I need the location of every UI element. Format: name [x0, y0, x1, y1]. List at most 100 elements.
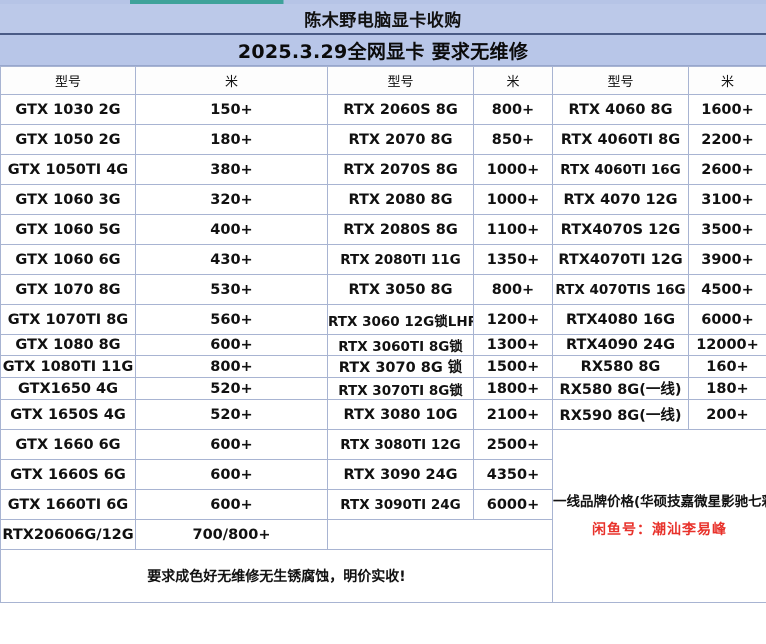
- model-cell: GTX 1080TI 11G: [0, 355, 136, 378]
- price-cell: 3100+: [688, 184, 766, 215]
- model-cell: GTX 1050 2G: [0, 124, 136, 155]
- table-body: 型号米型号米型号米 GTX 1030 2G 150+ RTX 2060S 8G 800+…: [0, 66, 766, 603]
- price-cell: 850+: [473, 124, 553, 155]
- table-row: GTX 1050 2G 180+ RTX 2070 8G 850+ RTX 4060TI…: [0, 124, 766, 155]
- price-cell: 1600+: [688, 94, 766, 125]
- model-cell: RTX4090 24G: [552, 334, 689, 356]
- column-header-1: 型号: [0, 66, 136, 95]
- price-cell: 400+: [135, 214, 328, 245]
- model-cell: RTX 4060TI 16G: [552, 154, 689, 185]
- table-row: GTX 1050TI 4G 380+ RTX 2070S 8G 1000+ RTX 40…: [0, 154, 766, 185]
- price-cell: 180+: [135, 124, 328, 155]
- price-cell: 4350+: [473, 459, 553, 490]
- model-cell: RTX 3050 8G: [327, 274, 474, 305]
- price-cell: 6000+: [473, 489, 553, 520]
- price-cell: 800+: [473, 274, 553, 305]
- model-cell: GTX 1050TI 4G: [0, 154, 136, 185]
- price-cell: 380+: [135, 154, 328, 185]
- column-header-4: 米: [473, 66, 553, 95]
- price-cell: 1500+: [473, 355, 553, 378]
- subtitle-bar: 2025.3.29全网显卡 要求无维修: [0, 35, 766, 66]
- price-cell: 520+: [135, 377, 328, 400]
- price-cell: 180+: [688, 377, 766, 400]
- price-cell: 1300+: [473, 334, 553, 356]
- price-cell: 2100+: [473, 399, 553, 430]
- model-cell: GTX 1060 6G: [0, 244, 136, 275]
- price-cell: 430+: [135, 244, 328, 275]
- table-row: GTX 1650S 4G 520+ RTX 3080 10G 2100+ RX590 8…: [0, 399, 766, 430]
- model-cell: GTX 1030 2G: [0, 94, 136, 125]
- note-block: 一线品牌价格(华硕技嘉微星影驰七彩虹)，以上价格卖家包邮，到货当天确认，绝不到手…: [552, 429, 766, 603]
- model-cell: RTX 3070TI 8G锁: [327, 377, 474, 400]
- model-cell: GTX 1660TI 6G: [0, 489, 136, 520]
- seller-id-line: 闲鱼号：潮汕李易峰: [592, 521, 727, 538]
- model-cell: GTX 1060 5G: [0, 214, 136, 245]
- model-cell: GTX 1070TI 8G: [0, 304, 136, 335]
- gpu-price-table: 型号米型号米型号米 GTX 1030 2G 150+ RTX 2060S 8G 800+…: [0, 66, 766, 603]
- model-cell: RTX4080 16G: [552, 304, 689, 335]
- model-cell: RTX20606G/12G: [0, 519, 136, 550]
- price-cell: 6000+: [688, 304, 766, 335]
- table-row: GTX 1060 6G 430+ RTX 2080TI 11G 1350+ RTX407…: [0, 244, 766, 275]
- column-header-6: 米: [688, 66, 766, 95]
- table-row: GTX 1030 2G 150+ RTX 2060S 8G 800+ RTX 4060 …: [0, 94, 766, 125]
- column-header-5: 型号: [552, 66, 689, 95]
- footer-row: 要求成色好无维修无生锈腐蚀，明价实收!: [0, 549, 766, 603]
- model-cell: RTX4070S 12G: [552, 214, 689, 245]
- price-cell: 12000+: [688, 334, 766, 356]
- page-subtitle: 2025.3.29全网显卡 要求无维修: [237, 40, 529, 63]
- price-cell: 150+: [135, 94, 328, 125]
- table-row: GTX 1660 6G 600+ RTX 3080TI 12G 2500+ 一线品牌价格…: [0, 429, 766, 603]
- price-cell: 1000+: [473, 154, 553, 185]
- footer-spacer: [327, 519, 553, 550]
- price-cell: 800+: [473, 94, 553, 125]
- model-cell: RTX 3060 12G锁LHR: [327, 304, 474, 335]
- model-cell: RTX 2080 8G: [327, 184, 474, 215]
- model-cell: GTX 1060 3G: [0, 184, 136, 215]
- table-row: GTX 1080TI 11G 800+ RTX 3070 8G 锁 1500+ RX58…: [0, 355, 766, 378]
- model-cell: RTX 3090 24G: [327, 459, 474, 490]
- column-header-3: 型号: [327, 66, 474, 95]
- note-text: 一线品牌价格(华硕技嘉微星影驰七彩虹)，以上价格卖家包邮，到货当天确认，绝不到手…: [553, 494, 766, 511]
- price-cell: 600+: [135, 334, 328, 356]
- price-cell: 3900+: [688, 244, 766, 275]
- price-cell: 560+: [135, 304, 328, 335]
- model-cell: RTX 2060S 8G: [327, 94, 474, 125]
- page-title: 陈木野电脑显卡收购: [304, 11, 462, 31]
- table-row: GTX1650 4G 520+ RTX 3070TI 8G锁 1800+ RX580 8…: [0, 377, 766, 400]
- price-cell: 200+: [688, 399, 766, 430]
- price-cell: 1200+: [473, 304, 553, 335]
- model-cell: GTX 1070 8G: [0, 274, 136, 305]
- price-cell: 4500+: [688, 274, 766, 305]
- price-cell: 1000+: [473, 184, 553, 215]
- model-cell: GTX 1080 8G: [0, 334, 136, 356]
- model-cell: RTX 3060TI 8G锁: [327, 334, 474, 356]
- table-row: GTX 1070 8G 530+ RTX 3050 8G 800+ RTX 4070TI…: [0, 274, 766, 305]
- table-row: GTX 1660TI 6G 600+ RTX 3090TI 24G 6000+: [0, 489, 766, 520]
- title-bar: 陈木野电脑显卡收购: [0, 4, 766, 35]
- table-header-row: 型号米型号米型号米: [0, 66, 766, 95]
- footer-text: 要求成色好无维修无生锈腐蚀，明价实收!: [147, 569, 406, 585]
- price-cell: 600+: [135, 459, 328, 490]
- price-cell: 3500+: [688, 214, 766, 245]
- model-cell: RTX 2070 8G: [327, 124, 474, 155]
- model-cell: RTX 2080S 8G: [327, 214, 474, 245]
- price-cell: 2500+: [473, 429, 553, 460]
- model-cell: RTX 4060 8G: [552, 94, 689, 125]
- model-cell: RTX 2070S 8G: [327, 154, 474, 185]
- model-cell: RTX 4070TIS 16G: [552, 274, 689, 305]
- price-cell: 1350+: [473, 244, 553, 275]
- price-cell: 1800+: [473, 377, 553, 400]
- model-cell: GTX 1660 6G: [0, 429, 136, 460]
- table-row: GTX 1660S 6G 600+ RTX 3090 24G 4350+: [0, 459, 766, 490]
- footer-cell: 要求成色好无维修无生锈腐蚀，明价实收!: [0, 549, 553, 603]
- price-cell: 530+: [135, 274, 328, 305]
- model-cell: RTX 3080 10G: [327, 399, 474, 430]
- price-cell: 600+: [135, 489, 328, 520]
- model-cell: RTX 3070 8G 锁: [327, 355, 474, 378]
- model-cell: GTX 1660S 6G: [0, 459, 136, 490]
- table-row: GTX 1080 8G 600+ RTX 3060TI 8G锁 1300+ RTX409…: [0, 334, 766, 356]
- price-cell: 2600+: [688, 154, 766, 185]
- table-row: GTX 1060 3G 320+ RTX 2080 8G 1000+ RTX 4070 …: [0, 184, 766, 215]
